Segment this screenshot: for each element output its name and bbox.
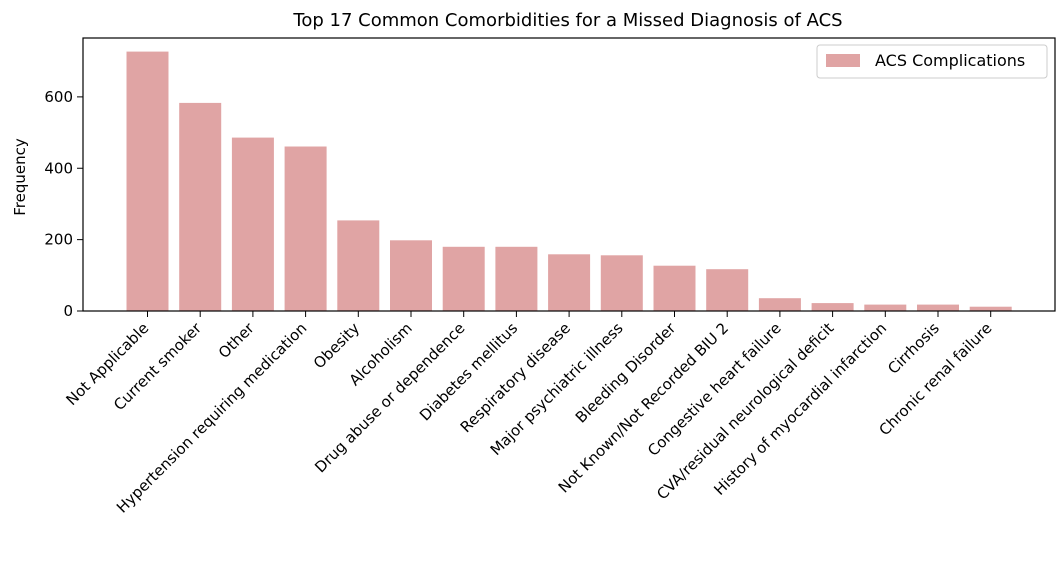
x-tick-label-10: Bleeding Disorder [572, 319, 680, 427]
x-tick-label-1: Current smoker [110, 319, 206, 415]
bar-2 [231, 137, 274, 311]
y-tick-label-2: 400 [44, 159, 73, 177]
legend-label: ACS Complications [875, 51, 1025, 70]
bar-16 [969, 306, 1012, 311]
y-tick-label-3: 600 [44, 88, 73, 106]
legend: ACS Complications [816, 44, 1048, 79]
x-tick-label-3: Hypertension requiring medication [113, 319, 310, 516]
bar-4 [337, 220, 380, 311]
bars-group [126, 51, 1012, 312]
bar-9 [600, 255, 643, 311]
bar-6 [442, 246, 485, 311]
plot-area-frame [82, 37, 1056, 312]
x-tick-label-4: Obesity [310, 319, 363, 372]
bar-11 [706, 269, 749, 311]
legend-swatch [826, 54, 860, 67]
bar-10 [653, 265, 696, 311]
bar-15 [917, 304, 959, 311]
bar-7 [495, 246, 538, 311]
y-tick-label-0: 0 [63, 302, 73, 320]
bar-3 [284, 146, 327, 311]
y-axis-ticks: 0 200 400 600 [44, 88, 83, 320]
x-tick-label-2: Other [215, 319, 258, 362]
bar-14 [864, 304, 907, 311]
y-axis-label: Frequency [11, 138, 29, 216]
bar-1 [179, 102, 222, 312]
legend-box [816, 44, 1048, 79]
y-tick-label-1: 200 [44, 231, 73, 249]
x-tick-label-7: Diabetes mellitus [416, 319, 521, 424]
bar-5 [390, 240, 432, 311]
bar-8 [548, 254, 591, 311]
chart-title: Top 17 Common Comorbidities for a Missed… [292, 10, 842, 31]
bar-12 [758, 298, 801, 311]
bar-13 [811, 303, 854, 311]
bar-0 [126, 51, 169, 311]
